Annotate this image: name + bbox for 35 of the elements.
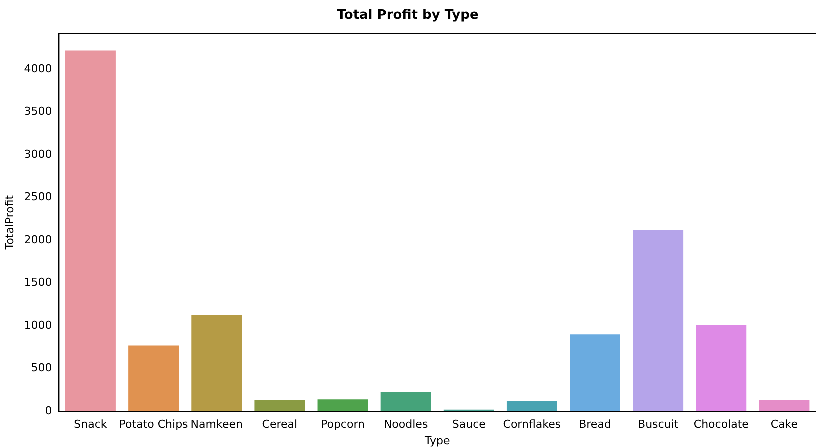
x-tick-label: Cereal: [262, 418, 298, 432]
y-tick-label: 500: [31, 362, 52, 375]
y-axis-title: TotalProfit: [3, 194, 16, 251]
x-tick-label: Bread: [579, 418, 612, 432]
bar: [66, 50, 116, 412]
x-tick-label: Namkeen: [190, 418, 243, 432]
y-tick-label: 3000: [24, 148, 52, 161]
bar: [633, 230, 684, 412]
y-tick-label: 2000: [24, 233, 52, 246]
bar: [254, 400, 306, 412]
bar: [696, 325, 747, 412]
bar: [506, 401, 558, 412]
x-tick-label: Sauce: [452, 418, 486, 432]
y-tick-label: 1000: [24, 318, 52, 332]
x-tick-label: Buscuit: [638, 418, 680, 432]
x-tick-label: Snack: [74, 418, 108, 432]
x-axis-title: Type: [424, 434, 450, 448]
x-tick-label: Chocolate: [694, 418, 750, 432]
y-tick-label: 4000: [24, 62, 52, 76]
bar: [759, 400, 810, 412]
y-tick-label: 3500: [24, 105, 52, 118]
x-tick-label: Cake: [770, 418, 798, 432]
bar: [318, 400, 368, 412]
chart-title: Total Profit by Type: [337, 8, 479, 24]
bar: [380, 392, 432, 412]
x-tick-label: Noodles: [384, 418, 428, 432]
y-tick-label: 1500: [24, 276, 52, 290]
bar: [570, 334, 620, 412]
y-tick-label: 0: [45, 404, 52, 418]
y-tick-label: 2500: [24, 190, 52, 204]
x-tick-label: Popcorn: [320, 418, 366, 432]
bar: [128, 346, 180, 412]
bar: [192, 314, 242, 412]
x-tick-label: Cornflakes: [503, 418, 562, 432]
x-tick-label: Potato Chips: [119, 418, 189, 432]
